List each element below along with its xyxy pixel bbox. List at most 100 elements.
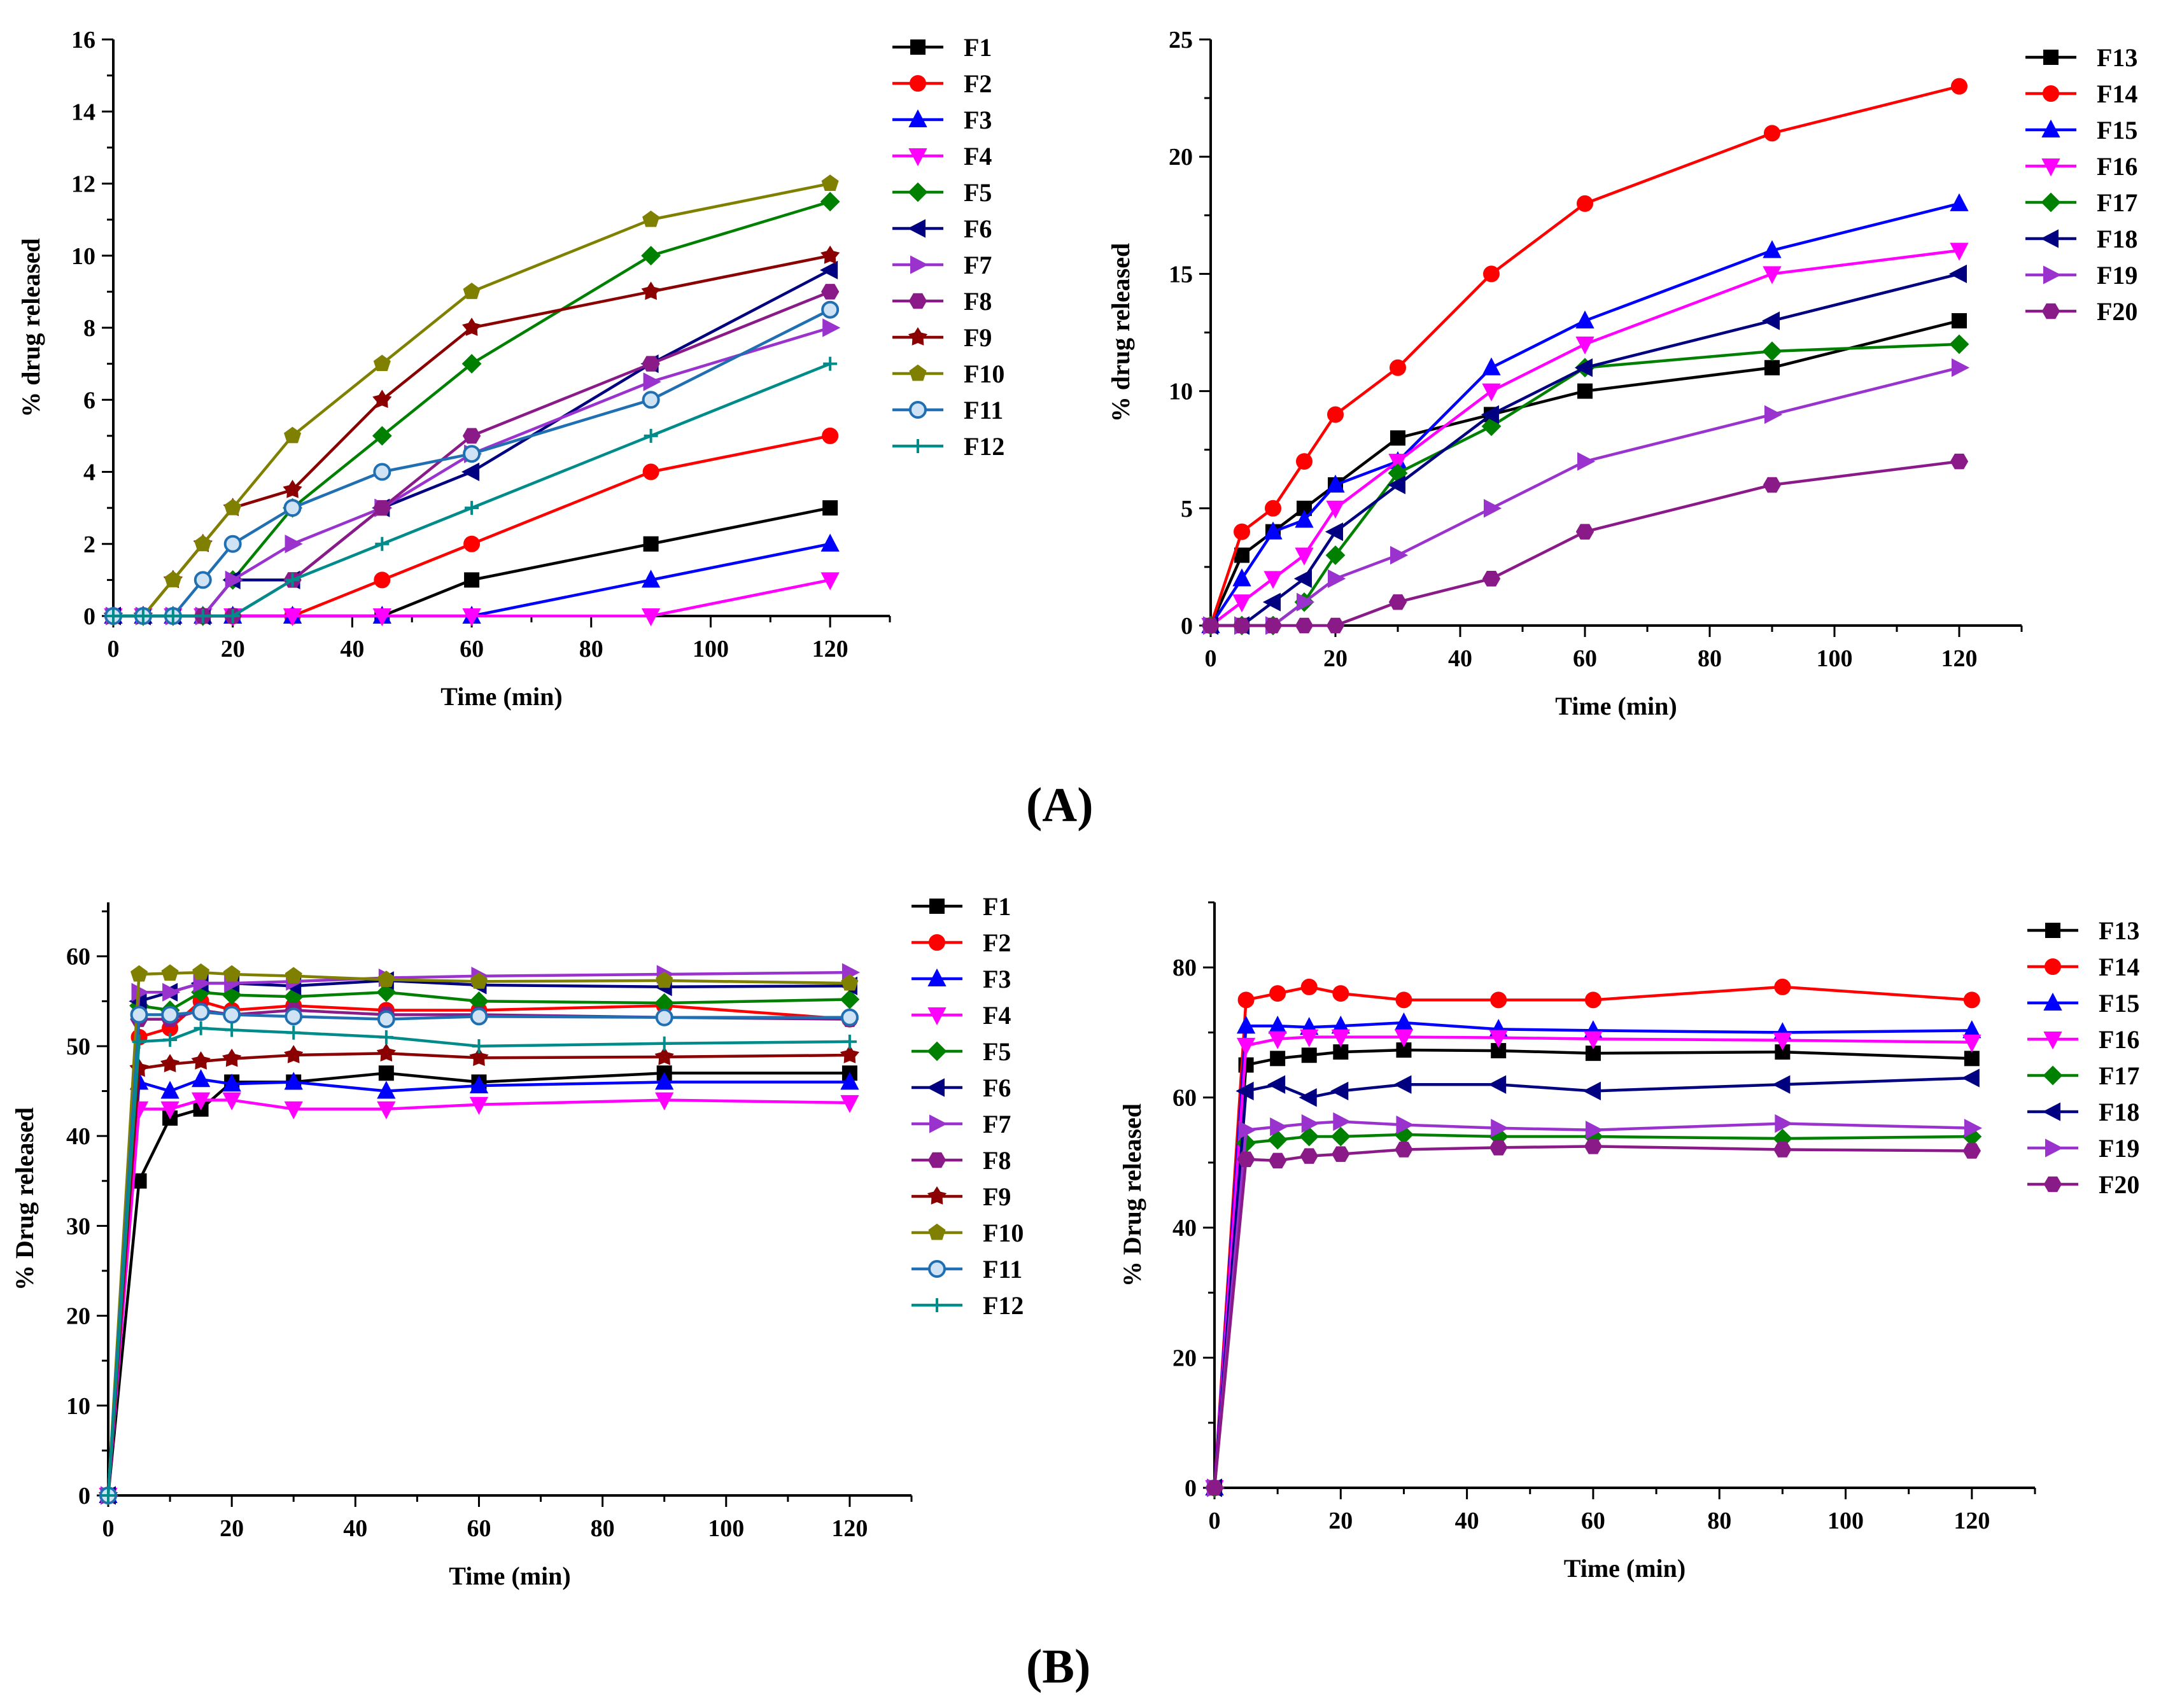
data-point	[1270, 1051, 1286, 1067]
legend-label: F3	[964, 106, 992, 134]
legend-entry-F6: F6	[912, 1074, 1011, 1102]
y-tick-label: 0	[78, 1483, 90, 1509]
data-point	[160, 1054, 180, 1073]
data-point	[1388, 594, 1407, 610]
legend-marker	[929, 934, 945, 951]
data-point	[469, 1047, 489, 1067]
data-point	[162, 983, 181, 1002]
data-point	[372, 389, 392, 409]
legend-entry-F10: F10	[892, 360, 1004, 388]
data-point	[285, 535, 303, 554]
y-tick-label: 8	[83, 315, 95, 342]
data-point	[1761, 311, 1780, 330]
legend-marker	[927, 1152, 947, 1168]
legend-entry-F5: F5	[912, 1037, 1011, 1066]
series-F12	[106, 356, 838, 623]
data-point	[191, 1069, 211, 1088]
y-tick-label: 12	[71, 171, 95, 198]
data-point	[379, 1030, 393, 1044]
legend-label: F7	[983, 1110, 1011, 1138]
data-point	[1388, 454, 1407, 472]
legend-entry-F1: F1	[912, 892, 1011, 921]
data-point	[283, 608, 302, 627]
data-point	[1764, 405, 1783, 424]
x-tick-label: 80	[591, 1515, 615, 1542]
data-point	[1395, 991, 1412, 1009]
y-tick-label: 6	[83, 387, 95, 414]
legend-label: F4	[983, 1001, 1011, 1030]
x-tick-label: 0	[1205, 645, 1217, 672]
data-point	[164, 571, 182, 587]
data-point	[642, 391, 660, 409]
legend-entry-F13: F13	[2027, 916, 2139, 945]
legend-marker	[910, 39, 926, 55]
x-tick-label: 100	[693, 636, 729, 662]
legend-marker	[2045, 923, 2060, 938]
legend-entry-F3: F3	[912, 965, 1011, 993]
legend-entry-F4: F4	[892, 142, 992, 171]
data-point	[1950, 453, 1969, 470]
data-point	[464, 572, 480, 588]
data-point	[642, 463, 659, 480]
legend-marker	[930, 1298, 944, 1312]
data-point	[821, 174, 839, 192]
data-point	[378, 1065, 394, 1081]
legend-label: F5	[983, 1037, 1011, 1066]
legend-entry-F16: F16	[2027, 1025, 2139, 1054]
y-tick-label: 40	[1172, 1215, 1197, 1242]
data-point	[643, 536, 659, 552]
data-point	[1950, 242, 1969, 261]
legend-marker	[926, 1078, 945, 1097]
series-line	[1213, 1048, 1972, 1488]
data-point	[1293, 569, 1312, 588]
data-point	[106, 609, 120, 623]
data-point	[1390, 545, 1409, 565]
data-point	[284, 1072, 303, 1090]
data-point	[1577, 383, 1593, 399]
data-point	[840, 1095, 859, 1114]
y-tick-label: 0	[1181, 613, 1193, 640]
series-line	[1213, 985, 1973, 1488]
legend-marker	[927, 1007, 947, 1026]
data-point	[373, 500, 391, 516]
legend-marker	[909, 364, 927, 381]
series-line	[106, 1077, 850, 1496]
y-tick-label: 14	[71, 99, 95, 125]
legend-entry-F3: F3	[892, 106, 992, 134]
data-point	[841, 974, 859, 991]
x-tick-label: 40	[1448, 645, 1472, 672]
data-point	[1299, 1126, 1320, 1147]
series-line	[106, 1026, 850, 1496]
y-tick-label: 4	[83, 459, 95, 486]
data-point	[461, 462, 480, 482]
data-point	[374, 571, 391, 589]
data-point	[1264, 617, 1283, 634]
x-tick-label: 60	[467, 1515, 491, 1542]
data-point	[820, 245, 840, 264]
data-point	[1962, 1143, 1982, 1159]
data-point	[1396, 1115, 1414, 1135]
legend-marker	[909, 401, 927, 419]
data-point	[283, 426, 302, 444]
legend-entry-F7: F7	[912, 1110, 1011, 1138]
data-point	[222, 1074, 241, 1092]
series-line	[106, 1000, 850, 1496]
data-point	[1332, 985, 1349, 1002]
data-point	[376, 1043, 396, 1062]
y-tick-label: 60	[66, 944, 90, 970]
data-point	[161, 964, 179, 981]
data-point	[1952, 313, 1967, 329]
data-point	[1268, 1031, 1287, 1049]
data-point	[655, 1008, 673, 1026]
data-point	[1952, 358, 1970, 377]
legend-marker	[929, 899, 945, 914]
series-line	[1211, 459, 1960, 627]
data-point	[641, 246, 661, 266]
series-F16	[1205, 1029, 1982, 1499]
data-point	[1299, 1088, 1317, 1107]
legend-marker	[2043, 1176, 2062, 1193]
data-point	[1296, 453, 1313, 470]
legend-marker	[2043, 265, 2062, 284]
series-line	[106, 1098, 850, 1496]
